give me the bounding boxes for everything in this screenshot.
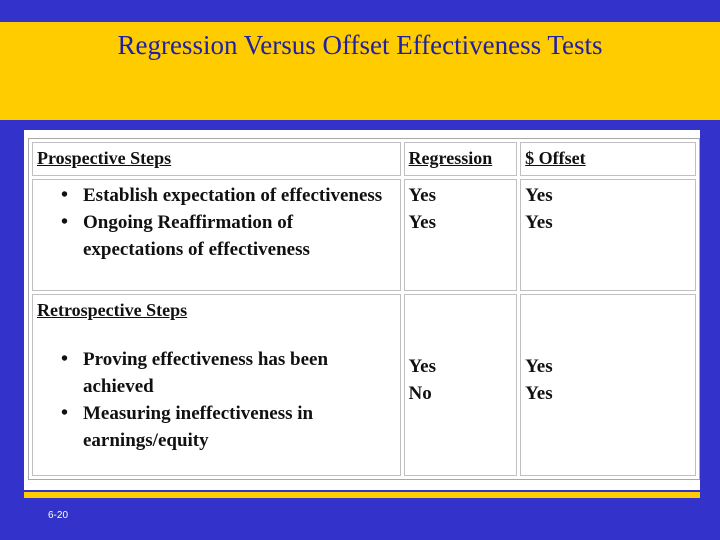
list-item: Ongoing Reaffirmation of expectations of… xyxy=(61,209,396,263)
header-regression: Regression xyxy=(408,148,493,168)
prospective-regression-cell: Yes Yes xyxy=(403,179,518,291)
title-band: Regression Versus Offset Effectiveness T… xyxy=(0,22,720,120)
prospective-list: Establish expectation of effectiveness O… xyxy=(37,182,396,263)
table-panel: Prospective Steps Regression $ Offset Es… xyxy=(24,130,700,490)
header-regression-cell: Regression xyxy=(403,142,518,176)
retrospective-offset-cell: Yes Yes xyxy=(520,294,696,476)
retrospective-offset-1: Yes xyxy=(525,356,553,377)
prospective-regression-2: Yes xyxy=(408,212,436,233)
retrospective-row: Retrospective Steps Proving effectivenes… xyxy=(32,294,696,476)
retrospective-regression-cell: Yes No xyxy=(403,294,518,476)
retrospective-steps-cell: Retrospective Steps Proving effectivenes… xyxy=(32,294,401,476)
footer-bar xyxy=(24,492,700,498)
retrospective-heading: Retrospective Steps xyxy=(37,300,188,320)
slide-number: 6-20 xyxy=(48,510,69,521)
header-offset-cell: $ Offset xyxy=(520,142,696,176)
retrospective-regression-1: Yes xyxy=(408,356,436,377)
list-item: Measuring ineffectiveness in earnings/eq… xyxy=(61,400,396,454)
header-steps: Prospective Steps xyxy=(37,148,172,168)
header-offset: $ Offset xyxy=(525,148,586,168)
header-steps-cell: Prospective Steps xyxy=(32,142,401,176)
header-row: Prospective Steps Regression $ Offset xyxy=(32,142,696,176)
prospective-row: Establish expectation of effectiveness O… xyxy=(32,179,696,291)
retrospective-regression-2: No xyxy=(408,383,432,404)
prospective-offset-1: Yes xyxy=(525,185,553,206)
retrospective-list: Proving effectiveness has been achieved … xyxy=(37,346,396,454)
prospective-steps-cell: Establish expectation of effectiveness O… xyxy=(32,179,401,291)
prospective-offset-cell: Yes Yes xyxy=(520,179,696,291)
slide-title: Regression Versus Offset Effectiveness T… xyxy=(117,30,603,60)
list-item: Establish expectation of effectiveness xyxy=(61,182,396,209)
prospective-offset-2: Yes xyxy=(525,212,553,233)
comparison-table: Prospective Steps Regression $ Offset Es… xyxy=(28,138,700,480)
list-item: Proving effectiveness has been achieved xyxy=(61,346,396,400)
prospective-regression-1: Yes xyxy=(408,185,436,206)
retrospective-offset-2: Yes xyxy=(525,383,553,404)
